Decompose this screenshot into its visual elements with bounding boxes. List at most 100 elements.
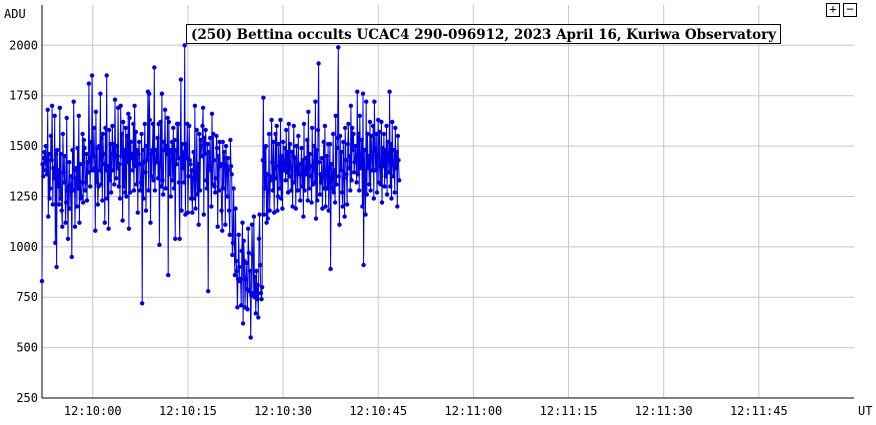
data-point <box>71 99 76 104</box>
data-point <box>56 168 61 173</box>
data-point <box>367 119 373 125</box>
data-point <box>258 262 263 268</box>
data-point <box>178 156 183 161</box>
data-point <box>345 141 350 147</box>
data-point <box>343 158 349 163</box>
data-point <box>187 158 192 163</box>
y-tick-label: 1000 <box>9 240 38 254</box>
data-point <box>128 139 133 145</box>
data-point <box>100 131 106 137</box>
data-point <box>323 204 328 209</box>
data-point <box>44 160 49 165</box>
data-point <box>285 149 290 155</box>
data-point <box>356 131 361 137</box>
data-point <box>56 202 62 207</box>
data-point <box>192 103 198 109</box>
data-point <box>305 198 310 203</box>
data-point <box>292 180 297 185</box>
y-tick-label: 250 <box>16 391 38 405</box>
data-point <box>299 184 305 189</box>
data-point <box>228 164 234 169</box>
data-point <box>319 156 324 161</box>
data-point <box>218 162 224 167</box>
zoom-in-button[interactable]: + <box>826 3 840 17</box>
data-point <box>313 99 318 104</box>
data-point <box>54 264 59 270</box>
data-point <box>395 133 401 139</box>
data-point <box>390 162 395 167</box>
data-point <box>112 182 117 187</box>
data-point <box>160 178 165 183</box>
data-point <box>289 149 295 155</box>
data-point <box>51 176 57 181</box>
data-point <box>384 192 390 197</box>
data-point <box>67 160 72 165</box>
data-point <box>47 196 52 201</box>
data-point <box>122 190 128 195</box>
data-point <box>329 176 335 181</box>
data-point <box>314 147 319 153</box>
data-point <box>318 180 324 185</box>
data-point <box>133 164 138 169</box>
data-point <box>199 154 205 159</box>
data-point <box>41 156 47 161</box>
data-point <box>311 166 316 171</box>
data-point <box>173 236 178 241</box>
data-point <box>322 123 328 129</box>
data-point <box>167 172 172 177</box>
x-tick-label: 12:10:45 <box>349 404 407 418</box>
data-point <box>251 214 257 219</box>
data-point <box>136 139 142 145</box>
data-point <box>211 158 217 163</box>
data-point <box>339 149 344 155</box>
data-point <box>377 129 382 135</box>
data-point <box>65 236 71 241</box>
data-point <box>188 196 194 201</box>
data-point <box>107 127 112 133</box>
data-point <box>263 186 268 191</box>
data-point <box>100 198 105 203</box>
data-point <box>215 224 220 229</box>
data-point <box>393 125 398 131</box>
data-point <box>93 109 99 115</box>
data-point <box>114 176 119 181</box>
data-point <box>204 186 210 191</box>
data-point <box>204 178 209 183</box>
data-point <box>346 121 351 127</box>
data-point <box>49 103 55 109</box>
data-point <box>273 176 279 181</box>
data-point <box>214 145 220 151</box>
data-point <box>159 184 164 189</box>
data-point <box>76 186 81 191</box>
data-point <box>61 180 67 185</box>
data-point <box>219 208 224 213</box>
data-point <box>59 208 64 213</box>
zoom-out-button[interactable]: − <box>843 3 857 17</box>
data-point <box>231 186 236 191</box>
data-point <box>268 174 273 179</box>
data-point <box>203 127 208 133</box>
data-point <box>315 198 320 203</box>
data-point <box>283 178 288 183</box>
data-point <box>392 190 397 195</box>
x-tick-label: 12:11:00 <box>444 404 502 418</box>
data-point <box>360 91 366 96</box>
y-tick-label: 1750 <box>9 89 38 103</box>
data-point <box>341 139 346 145</box>
data-point <box>379 200 385 205</box>
data-point <box>133 129 139 135</box>
data-point <box>266 188 271 193</box>
data-point <box>256 315 261 320</box>
data-point <box>305 137 310 143</box>
series-adu <box>39 43 402 340</box>
data-point <box>176 180 182 185</box>
data-point <box>97 168 102 173</box>
data-point <box>246 226 251 231</box>
data-point <box>266 131 272 137</box>
data-point <box>48 133 54 139</box>
data-point <box>327 141 333 147</box>
data-point <box>140 147 146 153</box>
data-point <box>128 190 133 195</box>
data-point <box>245 307 250 312</box>
data-point <box>158 119 163 125</box>
